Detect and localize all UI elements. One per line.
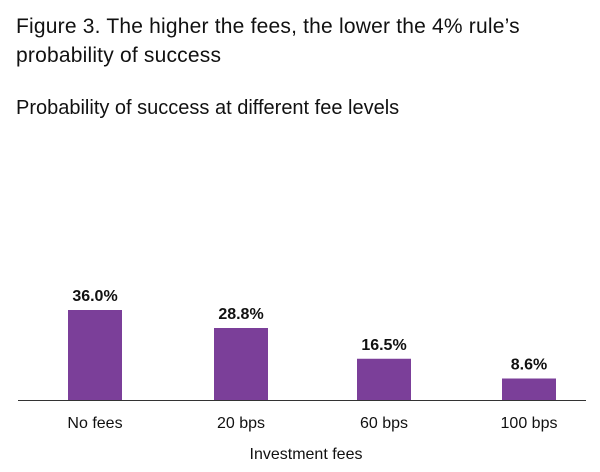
labels-layer: 36.0% No fees 28.8% 20 bps 16.5% 60 bps 8.6% 10… [67,288,557,432]
data-label: 16.5% [361,337,406,354]
bar-100-bps [502,378,556,400]
chart-subtitle: Probability of success at different fee … [16,97,400,119]
bar-no-fees [68,310,122,400]
data-label: 36.0% [72,288,117,305]
x-tick-label: 100 bps [501,415,558,432]
x-axis-title: Investment fees [250,446,363,463]
x-tick-label: 60 bps [360,415,408,432]
data-label: 8.6% [511,357,547,374]
x-tick-label: No fees [67,415,122,432]
bars-layer [68,310,556,400]
data-label: 28.8% [218,306,263,323]
bar-20-bps [214,328,268,400]
x-tick-label: 20 bps [217,415,265,432]
bar-60-bps [357,358,411,400]
chart-title: Figure 3. The higher the fees, the lower… [16,15,520,67]
